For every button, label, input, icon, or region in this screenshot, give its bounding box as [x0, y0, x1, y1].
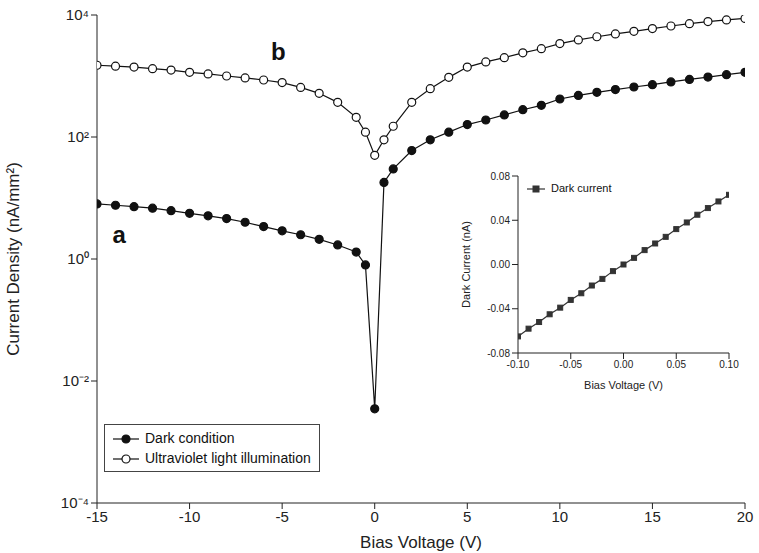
svg-text:10²: 10²	[67, 128, 89, 145]
svg-text:0.04: 0.04	[491, 215, 511, 226]
svg-text:Bias Voltage (V): Bias Voltage (V)	[584, 379, 663, 391]
svg-text:10⁻²: 10⁻²	[62, 372, 89, 389]
svg-text:10⁴: 10⁴	[66, 6, 89, 23]
svg-text:20: 20	[737, 508, 754, 525]
svg-text:0.00: 0.00	[491, 259, 511, 270]
svg-text:-0.08: -0.08	[487, 348, 510, 359]
svg-text:10⁰: 10⁰	[67, 250, 89, 267]
svg-text:15: 15	[644, 508, 661, 525]
svg-text:Bias Voltage (V): Bias Voltage (V)	[360, 533, 482, 552]
html-text:Ultraviolet light illumination: Ultraviolet light illumination	[145, 450, 311, 466]
svg-text:0: 0	[371, 508, 379, 525]
html-text:Dark condition: Dark condition	[145, 430, 235, 446]
svg-text:10⁻⁴: 10⁻⁴	[61, 494, 89, 511]
svg-text:-5: -5	[275, 508, 288, 525]
svg-text:10: 10	[552, 508, 569, 525]
svg-text:a: a	[113, 221, 127, 248]
svg-text:0.10: 0.10	[719, 359, 739, 370]
svg-text:5: 5	[463, 508, 471, 525]
svg-text:-0.04: -0.04	[487, 303, 510, 314]
svg-text:Dark Current (nA): Dark Current (nA)	[460, 221, 472, 308]
svg-text:0.00: 0.00	[614, 359, 634, 370]
svg-text:Current Density (nA/mm²): Current Density (nA/mm²)	[4, 162, 23, 356]
svg-text:0.05: 0.05	[667, 359, 687, 370]
svg-text:0.08: 0.08	[491, 171, 511, 182]
svg-text:b: b	[271, 38, 286, 65]
svg-text:-10: -10	[179, 508, 201, 525]
svg-text:-0.10: -0.10	[507, 359, 530, 370]
svg-text:-15: -15	[86, 508, 108, 525]
html-text:Dark current: Dark current	[551, 182, 612, 194]
svg-text:-0.05: -0.05	[559, 359, 582, 370]
